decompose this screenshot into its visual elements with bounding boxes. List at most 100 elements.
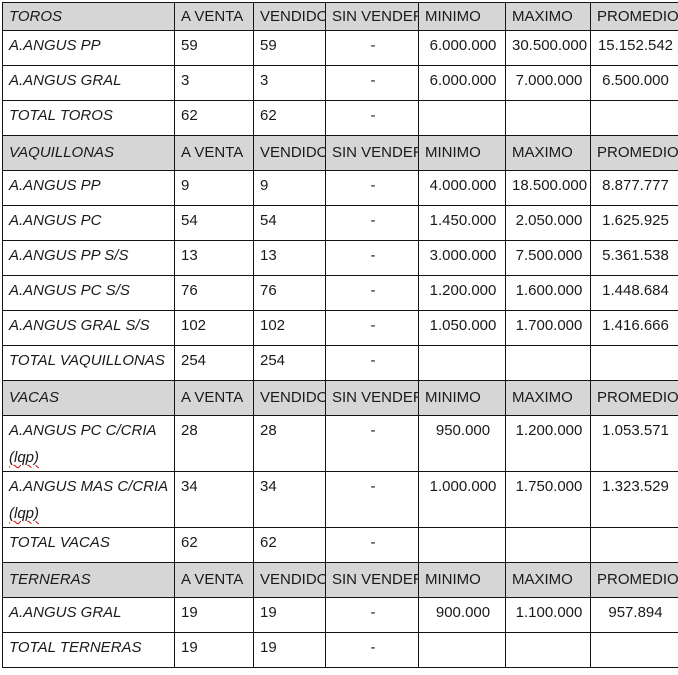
cell-minimo xyxy=(418,100,506,136)
col-header-maximo: MAXIMO xyxy=(505,380,591,416)
cell-maximo: 7.000.000 xyxy=(505,65,591,101)
cell-promedio: 5.361.538 xyxy=(590,240,678,276)
cell-sin-vender: - xyxy=(325,310,419,346)
category-label: A.ANGUS MAS C/CRIA xyxy=(9,478,169,495)
cell-maximo xyxy=(505,632,591,668)
col-header-a-venta: A VENTA xyxy=(174,135,254,171)
section-title: TOROS xyxy=(2,2,175,31)
cell-minimo: 900.000 xyxy=(418,597,506,633)
cell-maximo: 1.700.000 xyxy=(505,310,591,346)
col-header-vendido: VENDIDO xyxy=(253,380,326,416)
cell-promedio xyxy=(590,527,678,563)
section-header-row-terneras: TERNERAS A VENTA VENDIDO SIN VENDER MINI… xyxy=(2,562,678,598)
cell-minimo xyxy=(418,345,506,381)
cell-category: TOTAL TOROS xyxy=(2,100,175,136)
cell-a-venta: 102 xyxy=(174,310,254,346)
table-row: A.ANGUS PP S/S 13 13 - 3.000.000 7.500.0… xyxy=(2,240,678,276)
cell-vendido: 28 xyxy=(253,415,326,472)
cell-minimo: 950.000 xyxy=(418,415,506,472)
cell-a-venta: 254 xyxy=(174,345,254,381)
col-header-a-venta: A VENTA xyxy=(174,2,254,31)
cell-minimo: 1.050.000 xyxy=(418,310,506,346)
cell-category: A.ANGUS PC xyxy=(2,205,175,241)
cell-category: TOTAL VAQUILLONAS xyxy=(2,345,175,381)
cell-minimo: 6.000.000 xyxy=(418,30,506,66)
table-row-total: TOTAL TOROS 62 62 - xyxy=(2,100,678,136)
col-header-vendido: VENDIDO xyxy=(253,562,326,598)
cell-sin-vender: - xyxy=(325,597,419,633)
cell-category: A.ANGUS PC C/CRIA (lqp) xyxy=(2,415,175,472)
section-header-row-toros: TOROS A VENTA VENDIDO SIN VENDER MINIMO … xyxy=(2,2,678,31)
cell-vendido: 76 xyxy=(253,275,326,311)
cell-category: A.ANGUS PP S/S xyxy=(2,240,175,276)
cell-a-venta: 76 xyxy=(174,275,254,311)
cell-a-venta: 62 xyxy=(174,527,254,563)
col-header-sin-vender: SIN VENDER xyxy=(325,135,419,171)
col-header-minimo: MINIMO xyxy=(418,135,506,171)
col-header-minimo: MINIMO xyxy=(418,380,506,416)
cell-vendido: 62 xyxy=(253,100,326,136)
cell-vendido: 19 xyxy=(253,632,326,668)
cell-vendido: 19 xyxy=(253,597,326,633)
col-header-promedio: PROMEDIO xyxy=(590,380,678,416)
col-header-maximo: MAXIMO xyxy=(505,2,591,31)
cell-vendido: 3 xyxy=(253,65,326,101)
cell-category: A.ANGUS GRAL xyxy=(2,597,175,633)
table-row: A.ANGUS GRAL 3 3 - 6.000.000 7.000.000 6… xyxy=(2,65,678,101)
col-header-promedio: PROMEDIO xyxy=(590,2,678,31)
cell-maximo: 18.500.000 xyxy=(505,170,591,206)
cell-maximo: 1.600.000 xyxy=(505,275,591,311)
cell-category: TOTAL TERNERAS xyxy=(2,632,175,668)
cell-promedio: 15.152.542 xyxy=(590,30,678,66)
section-title: TERNERAS xyxy=(2,562,175,598)
cell-sin-vender: - xyxy=(325,100,419,136)
table-row: A.ANGUS PC C/CRIA (lqp) 28 28 - 950.000 1… xyxy=(2,415,678,472)
category-label: A.ANGUS PC C/CRIA xyxy=(9,422,157,439)
cell-sin-vender: - xyxy=(325,471,419,528)
cell-sin-vender: - xyxy=(325,345,419,381)
cell-maximo xyxy=(505,527,591,563)
cell-category: A.ANGUS GRAL S/S xyxy=(2,310,175,346)
table-row: A.ANGUS PC 54 54 - 1.450.000 2.050.000 1… xyxy=(2,205,678,241)
cell-a-venta: 28 xyxy=(174,415,254,472)
cell-minimo: 1.200.000 xyxy=(418,275,506,311)
cell-sin-vender: - xyxy=(325,240,419,276)
section-header-row-vaquillonas: VAQUILLONAS A VENTA VENDIDO SIN VENDER M… xyxy=(2,135,678,171)
cell-a-venta: 19 xyxy=(174,632,254,668)
cell-category: A.ANGUS PP xyxy=(2,30,175,66)
cell-minimo: 6.000.000 xyxy=(418,65,506,101)
cell-sin-vender: - xyxy=(325,275,419,311)
cell-vendido: 59 xyxy=(253,30,326,66)
cell-a-venta: 59 xyxy=(174,30,254,66)
cell-maximo: 30.500.000 xyxy=(505,30,591,66)
cell-promedio: 6.500.000 xyxy=(590,65,678,101)
cell-maximo xyxy=(505,100,591,136)
col-header-sin-vender: SIN VENDER xyxy=(325,562,419,598)
cell-sin-vender: - xyxy=(325,527,419,563)
table-row: A.ANGUS GRAL S/S 102 102 - 1.050.000 1.7… xyxy=(2,310,678,346)
cell-minimo: 1.000.000 xyxy=(418,471,506,528)
cell-sin-vender: - xyxy=(325,30,419,66)
cell-promedio: 1.053.571 xyxy=(590,415,678,472)
cell-minimo xyxy=(418,527,506,563)
cell-a-venta: 3 xyxy=(174,65,254,101)
cell-minimo xyxy=(418,632,506,668)
category-note-spellchecked: (lqp) xyxy=(9,449,40,466)
cell-maximo: 1.200.000 xyxy=(505,415,591,472)
cell-vendido: 254 xyxy=(253,345,326,381)
cell-vendido: 13 xyxy=(253,240,326,276)
col-header-minimo: MINIMO xyxy=(418,2,506,31)
table-row: A.ANGUS PC S/S 76 76 - 1.200.000 1.600.0… xyxy=(2,275,678,311)
cell-category: TOTAL VACAS xyxy=(2,527,175,563)
cell-promedio: 1.416.666 xyxy=(590,310,678,346)
table-row: A.ANGUS MAS C/CRIA (lqp) 34 34 - 1.000.00… xyxy=(2,471,678,528)
cell-a-venta: 19 xyxy=(174,597,254,633)
cell-minimo: 4.000.000 xyxy=(418,170,506,206)
cell-category: A.ANGUS PC S/S xyxy=(2,275,175,311)
cell-sin-vender: - xyxy=(325,632,419,668)
cell-promedio: 957.894 xyxy=(590,597,678,633)
cell-promedio: 1.448.684 xyxy=(590,275,678,311)
cell-category: A.ANGUS PP xyxy=(2,170,175,206)
